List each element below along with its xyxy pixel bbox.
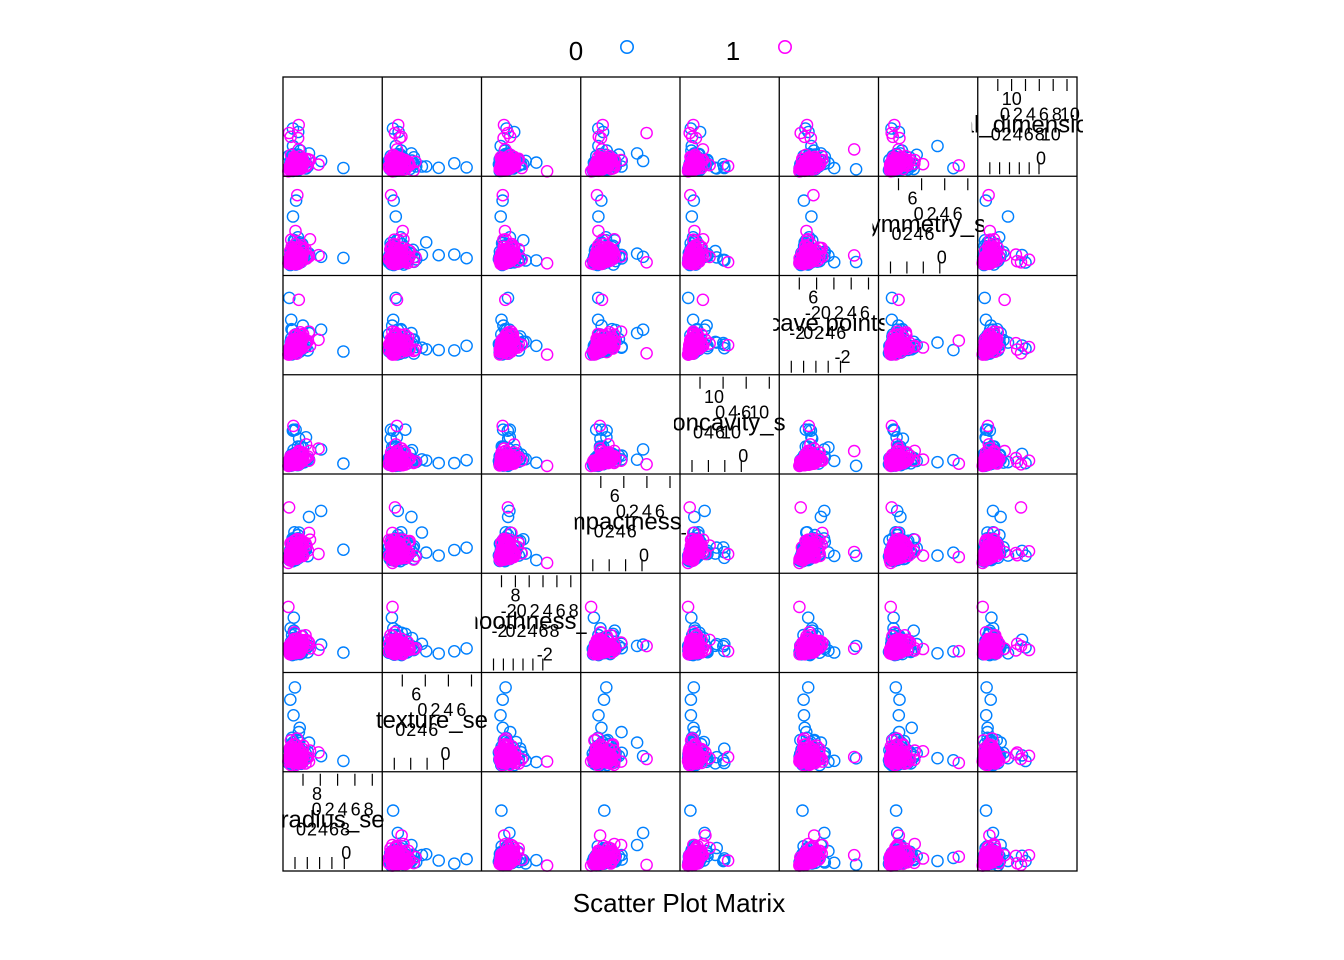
- data-point-class-0: [849, 858, 863, 872]
- data-point-class-0: [849, 255, 863, 269]
- data-point-class-0: [389, 291, 403, 305]
- data-point-class-0: [432, 248, 446, 262]
- data-point-class-0: [289, 194, 303, 207]
- data-point-class-0: [681, 291, 695, 305]
- data-point-class-0: [849, 459, 863, 473]
- points-layer: [282, 118, 1036, 872]
- data-point-class-0: [432, 647, 446, 660]
- data-point-class-0: [978, 291, 992, 305]
- data-point-class-0: [947, 645, 960, 658]
- legend: 0 1: [569, 36, 792, 66]
- data-point-class-0: [947, 343, 960, 357]
- data-point-class-0: [797, 709, 811, 722]
- data-point-class-0: [797, 194, 811, 207]
- data-point-class-0: [496, 194, 509, 207]
- data-point-class-0: [432, 343, 446, 357]
- data-point-class-0: [947, 851, 960, 865]
- data-point-class-0: [592, 709, 605, 722]
- data-point-class-0: [282, 291, 296, 305]
- legend-marker-1: [777, 39, 792, 54]
- data-point-class-0: [615, 725, 628, 739]
- data-point-class-0: [432, 456, 446, 470]
- data-point-class-0: [432, 854, 446, 867]
- legend-label-0: 0: [569, 36, 583, 66]
- data-point-class-0: [885, 291, 899, 305]
- data-point-class-0: [494, 709, 507, 722]
- data-point-class-0: [501, 291, 515, 305]
- data-point-class-0: [849, 752, 863, 765]
- data-point-class-0: [684, 709, 698, 722]
- data-point-class-0: [849, 162, 863, 176]
- legend-marker-0: [619, 39, 634, 54]
- data-point-class-0: [849, 639, 863, 653]
- data-point-class-0: [287, 709, 300, 722]
- data-point-class-0: [432, 161, 446, 175]
- data-point-class-0: [415, 526, 429, 539]
- legend-label-1: 1: [726, 36, 740, 66]
- data-point-class-0: [979, 709, 993, 722]
- data-point-class-0: [432, 549, 446, 562]
- data-point-class-0: [892, 709, 906, 722]
